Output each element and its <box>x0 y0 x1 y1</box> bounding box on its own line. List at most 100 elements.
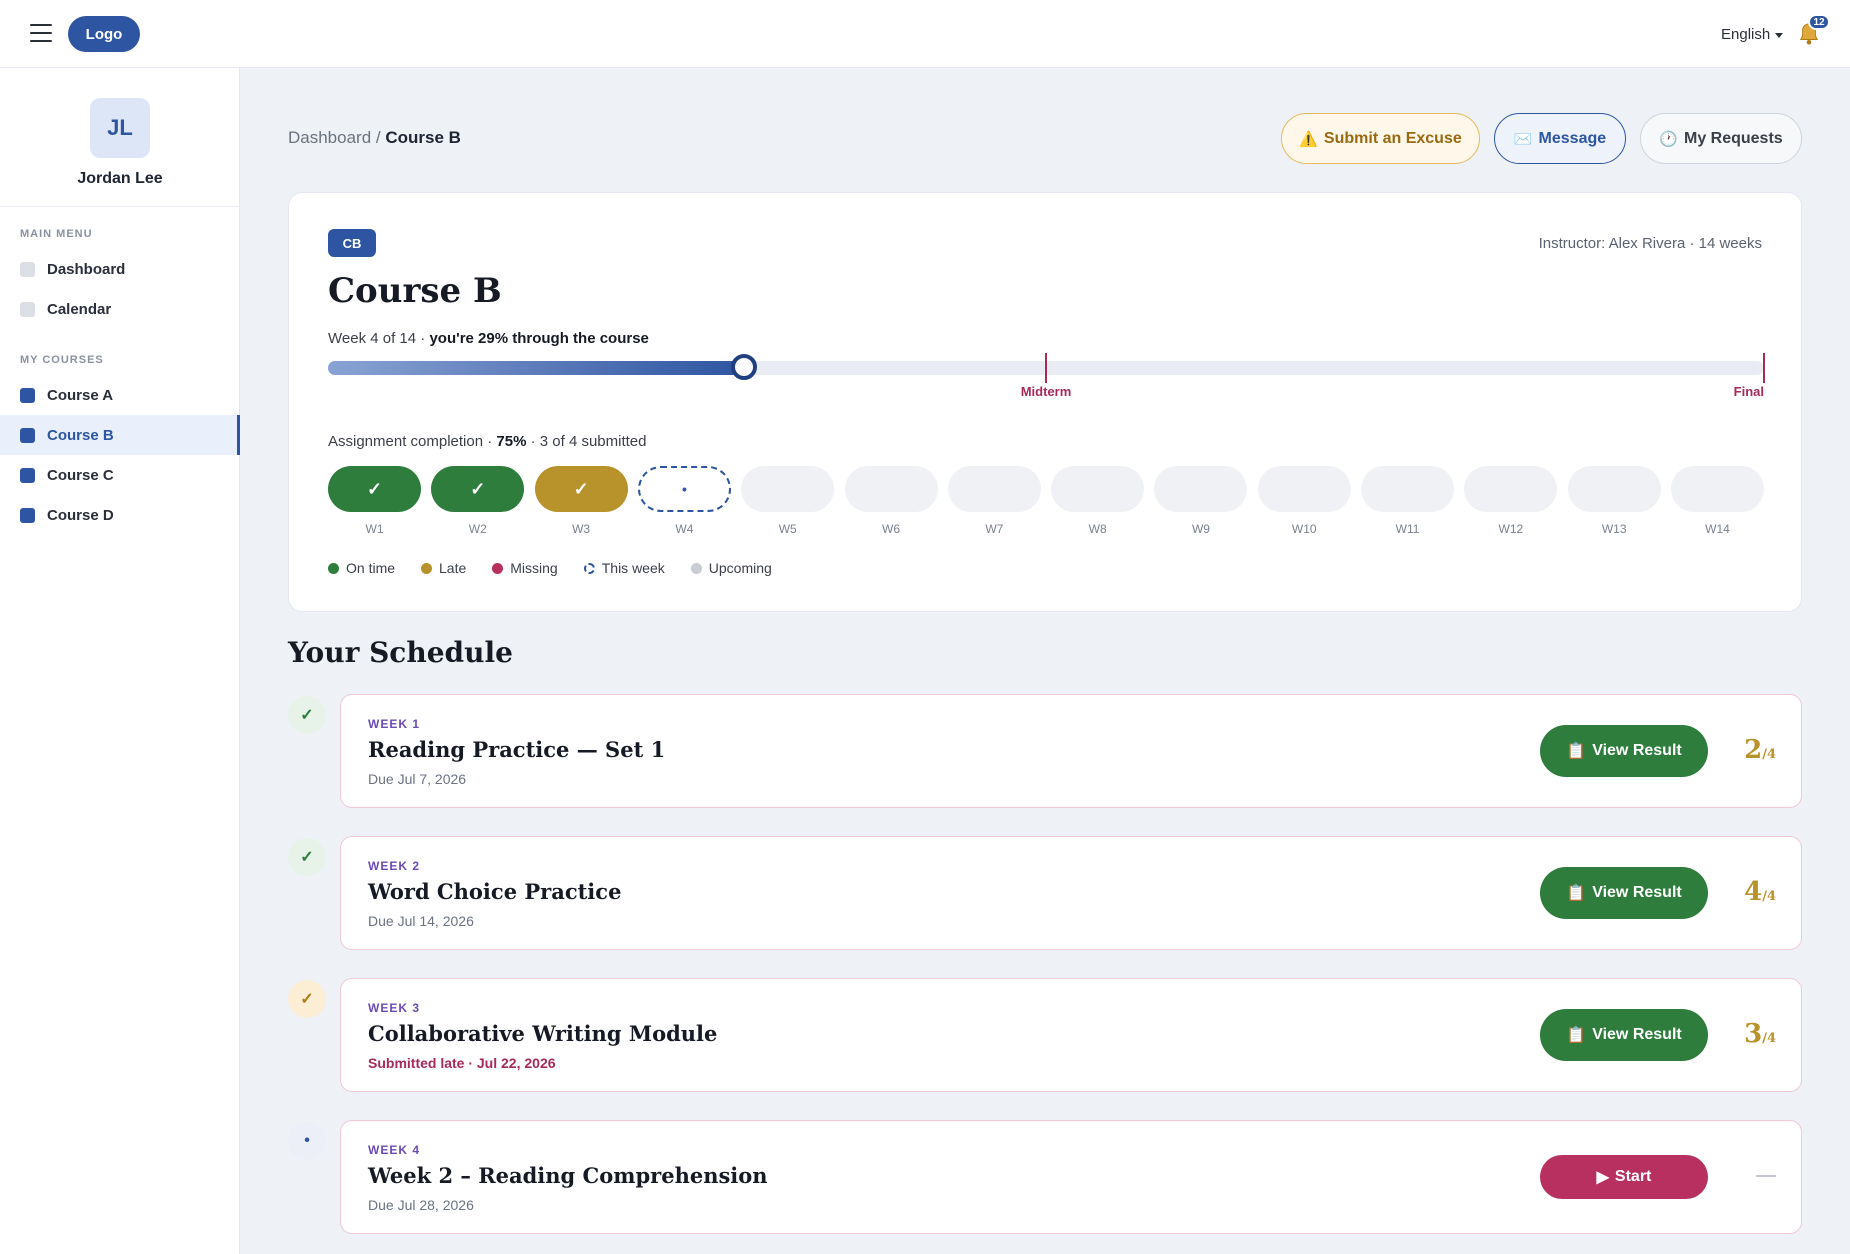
status-check-icon: • <box>288 1122 326 1160</box>
week-label: W11 <box>1395 522 1420 536</box>
legend-dot-icon <box>328 562 339 574</box>
week-pill-w2[interactable]: ✓ <box>431 466 525 512</box>
submit-excuse-button[interactable]: ⚠️ Submit an Excuse <box>1281 113 1480 164</box>
legend-dot-icon <box>583 562 595 574</box>
week-pill-w11[interactable] <box>1361 466 1455 512</box>
top-bar: Logo English 12 <box>0 0 1850 68</box>
sidebar-item-label: Course A <box>47 386 114 404</box>
week-pill-w13[interactable] <box>1567 466 1661 512</box>
legend-item: Late <box>421 560 466 576</box>
view-result-button[interactable]: 📋 View Result <box>1540 1009 1708 1061</box>
score-value: 2 <box>1744 735 1763 765</box>
breadcrumb-separator: / <box>371 128 386 147</box>
sidebar-item-label: Calendar <box>47 300 112 318</box>
divider <box>0 206 240 207</box>
weekly-completion-strip: ✓ W1 ✓ W2 ✓ W3 • W4 W5 W6 W7 W8 W9 W10 W11 W12 W13 W14 <box>328 466 1764 546</box>
week-pill-w5[interactable] <box>741 466 835 512</box>
assignment-due: Submitted late · Jul 22, 2026 <box>368 1055 556 1071</box>
sidebar-item-course-b[interactable]: Course B <box>0 415 240 455</box>
week-pill-w9[interactable] <box>1154 466 1248 512</box>
week-label: W7 <box>985 522 1004 536</box>
view-result-button[interactable]: 📋 View Result <box>1540 725 1708 777</box>
legend-dot-icon <box>492 562 504 574</box>
start-button[interactable]: ▶ Start <box>1540 1155 1708 1199</box>
week-label: W14 <box>1705 522 1730 536</box>
sidebar-item-dashboard[interactable]: Dashboard <box>0 249 240 289</box>
milestone-label: Midterm <box>1020 384 1072 399</box>
week-label: W13 <box>1601 522 1627 536</box>
week-pill-w14[interactable] <box>1671 466 1764 512</box>
status-check-icon: ✓ <box>288 696 326 734</box>
button-label: View Result <box>1592 742 1682 759</box>
week-pill-w3[interactable]: ✓ <box>534 466 628 512</box>
week-pill-w12[interactable] <box>1464 466 1558 512</box>
clipboard-icon: 📋 <box>1566 1027 1587 1044</box>
button-label: View Result <box>1592 1026 1682 1043</box>
notification-badge: 12 <box>1808 14 1830 30</box>
language-selector[interactable]: English <box>1721 26 1784 43</box>
week-pill-w6[interactable] <box>844 466 938 512</box>
sidebar-item-course-c[interactable]: Course C <box>0 455 240 495</box>
course-icon <box>20 427 35 443</box>
status-check-icon: ✓ <box>288 838 326 876</box>
assignment-title: Collaborative Writing Module <box>368 1021 718 1046</box>
milestone-marker <box>1763 353 1765 383</box>
language-label: English <box>1721 26 1771 43</box>
legend-item: On time <box>328 560 395 576</box>
score-value: 4 <box>1744 877 1763 907</box>
calendar-icon <box>20 301 35 317</box>
play-icon: ▶ <box>1596 1169 1609 1186</box>
assignment-title: Week 2 – Reading Comprehension <box>368 1163 768 1188</box>
course-icon <box>20 467 35 483</box>
week-label: W4 <box>675 522 694 536</box>
progress-fill <box>328 361 745 375</box>
week-label: W2 <box>468 522 487 536</box>
assignment-title: Word Choice Practice <box>368 879 622 904</box>
hamburger-menu-icon[interactable] <box>30 24 52 42</box>
course-title: Course B <box>328 271 502 311</box>
logo[interactable]: Logo <box>68 16 140 52</box>
user-name: Jordan Lee <box>77 170 163 187</box>
score-total: /4 <box>1762 889 1776 904</box>
week-label: W1 <box>365 522 384 536</box>
status-check-icon: ✓ <box>288 980 326 1018</box>
completion-percent: 75% <box>496 433 527 450</box>
breadcrumb-dashboard-link[interactable]: Dashboard <box>288 128 372 147</box>
course-icon <box>20 387 35 403</box>
assignment-due: Due Jul 14, 2026 <box>368 913 474 929</box>
assignment-week: WEEK 2 <box>368 859 421 873</box>
sidebar-item-calendar[interactable]: Calendar <box>0 289 240 329</box>
milestone-label: Final <box>1733 384 1764 399</box>
legend: On time Late Missing This week Upcoming <box>328 560 772 576</box>
sidebar-item-label: Dashboard <box>47 260 126 278</box>
score: 2/4 <box>1744 735 1776 765</box>
legend-label: Late <box>439 560 467 576</box>
course-badge: CB <box>328 229 376 257</box>
week-pill-w4[interactable]: • <box>637 466 731 512</box>
legend-label: Upcoming <box>708 560 772 576</box>
week-label: W6 <box>882 522 901 536</box>
score: 3/4 <box>1744 1019 1776 1049</box>
instructor-info: Instructor: Alex Rivera · 14 weeks <box>1538 235 1762 252</box>
main-menu-heading: MAIN MENU <box>20 228 93 240</box>
completion-suffix: · 3 of 4 submitted <box>526 433 647 450</box>
week-pill-w10[interactable] <box>1257 466 1351 512</box>
course-icon <box>20 507 35 523</box>
sidebar-item-course-a[interactable]: Course A <box>0 375 240 415</box>
week-count: Week 4 of 14 · <box>328 330 430 347</box>
score: 4/4 <box>1744 877 1776 907</box>
week-pill-w7[interactable] <box>947 466 1041 512</box>
week-pill-w1[interactable]: ✓ <box>328 466 421 512</box>
assignment-due: Due Jul 7, 2026 <box>368 771 467 787</box>
assignment-week: WEEK 1 <box>368 717 421 731</box>
week-pill-w8[interactable] <box>1051 466 1145 512</box>
legend-item: This week <box>583 560 665 576</box>
sidebar-item-label: Course B <box>47 426 114 444</box>
message-button[interactable]: ✉️ Message <box>1494 113 1626 164</box>
avatar[interactable]: JL <box>90 98 150 158</box>
week-label: W10 <box>1291 522 1317 536</box>
sidebar-item-course-d[interactable]: Course D <box>0 495 240 535</box>
assignment-row: WEEK 1 Reading Practice — Set 1 Due Jul 7,… <box>340 694 1802 808</box>
view-result-button[interactable]: 📋 View Result <box>1540 867 1708 919</box>
my-requests-button[interactable]: 🕐 My Requests <box>1640 113 1802 164</box>
